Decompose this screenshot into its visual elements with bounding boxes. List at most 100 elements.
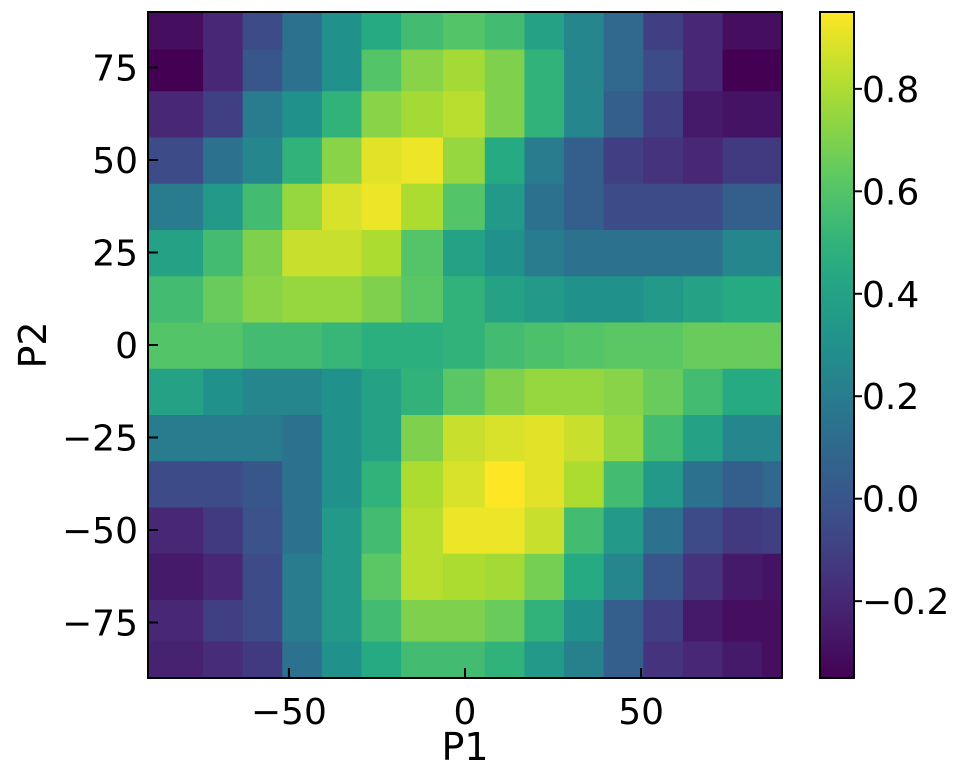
heatmap-cell: [603, 12, 644, 50]
heatmap-cell: [321, 275, 363, 323]
heatmap-cell: [603, 460, 644, 508]
heatmap-cells: [148, 12, 783, 679]
colorbar-tick-label: 0.0: [862, 480, 919, 521]
heatmap-cell: [682, 414, 724, 462]
heatmap-cell: [361, 414, 402, 462]
heatmap-cell: [762, 90, 783, 138]
x-axis-ticks: −50 0 50: [251, 668, 664, 733]
heatmap-cell: [442, 49, 486, 92]
heatmap-cell: [762, 12, 783, 50]
heatmap-cell: [442, 136, 486, 184]
heatmap-cell: [484, 229, 526, 277]
heatmap-cell: [401, 368, 444, 415]
heatmap-cell: [484, 49, 526, 92]
heatmap-cell: [401, 136, 444, 184]
heatmap-cell: [564, 12, 605, 50]
heatmap-cell: [442, 321, 486, 369]
heatmap-cell: [361, 321, 402, 369]
heatmap-cell: [484, 599, 526, 642]
heatmap-cell: [564, 553, 605, 600]
heatmap-cell: [484, 321, 526, 369]
heatmap-cell: [401, 599, 444, 642]
heatmap-cell: [321, 12, 363, 50]
heatmap-cell: [361, 460, 402, 508]
x-tick-label: 0: [454, 692, 477, 733]
y-tick-label: 25: [92, 234, 138, 275]
heatmap-cell: [722, 183, 763, 230]
heatmap-cell: [524, 90, 565, 138]
heatmap-cell: [321, 136, 363, 184]
heatmap-cell: [361, 275, 402, 323]
heatmap-cell: [524, 460, 565, 508]
heatmap-cell: [361, 368, 402, 415]
heatmap-cell: [282, 460, 323, 508]
heatmap-cell: [564, 641, 605, 679]
heatmap-cell: [484, 641, 526, 679]
colorbar-tick-label: 0.8: [862, 70, 919, 111]
x-axis-label: P1: [441, 725, 488, 769]
colorbar-tick-label: 0.4: [862, 275, 919, 316]
heatmap-cell: [524, 599, 565, 642]
heatmap-cell: [603, 136, 644, 184]
heatmap-cell: [524, 506, 565, 554]
heatmap-cell: [722, 12, 763, 50]
heatmap-cell: [282, 275, 323, 323]
heatmap-cell: [643, 183, 684, 230]
y-tick-label: 50: [92, 141, 138, 182]
heatmap-cell: [564, 599, 605, 642]
heatmap-cell: [242, 183, 283, 230]
heatmap-cell: [282, 12, 323, 50]
heatmap-cell: [442, 12, 486, 50]
heatmap-cell: [148, 183, 204, 230]
heatmap-cell: [762, 229, 783, 277]
heatmap-cell: [282, 599, 323, 642]
heatmap-cell: [361, 90, 402, 138]
heatmap-cell: [203, 553, 244, 600]
heatmap-cell: [722, 641, 763, 679]
heatmap-cell: [321, 553, 363, 600]
heatmap-cell: [643, 49, 684, 92]
heatmap-cell: [603, 506, 644, 554]
heatmap-cell: [762, 414, 783, 462]
y-tick-label: −75: [62, 604, 138, 645]
heatmap-cell: [484, 368, 526, 415]
heatmap-cell: [762, 460, 783, 508]
heatmap-cell: [442, 368, 486, 415]
heatmap-cell: [361, 641, 402, 679]
heatmap-cell: [722, 506, 763, 554]
heatmap-cell: [242, 136, 283, 184]
heatmap-cell: [321, 414, 363, 462]
heatmap-cell: [722, 414, 763, 462]
heatmap-cell: [603, 414, 644, 462]
heatmap-cell: [282, 506, 323, 554]
heatmap-cell: [603, 49, 644, 92]
heatmap-cell: [203, 506, 244, 554]
heatmap-cell: [682, 136, 724, 184]
heatmap-cell: [203, 414, 244, 462]
heatmap-cell: [762, 641, 783, 679]
heatmap-cell: [643, 321, 684, 369]
heatmap-cell: [722, 275, 763, 323]
heatmap-cell: [524, 641, 565, 679]
heatmap-cell: [603, 599, 644, 642]
heatmap-cell: [484, 553, 526, 600]
heatmap-cell: [361, 599, 402, 642]
heatmap-cell: [282, 321, 323, 369]
heatmap-cell: [361, 229, 402, 277]
heatmap-cell: [564, 90, 605, 138]
heatmap-cell: [762, 599, 783, 642]
heatmap-cell: [722, 368, 763, 415]
heatmap-cell: [564, 49, 605, 92]
heatmap-cell: [643, 12, 684, 50]
heatmap-cell: [484, 12, 526, 50]
heatmap-cell: [282, 183, 323, 230]
heatmap-cell: [564, 275, 605, 323]
heatmap-cell: [282, 229, 323, 277]
heatmap-cell: [148, 460, 204, 508]
colorbar-ticks: −0.2 0.0 0.2 0.4 0.6 0.8: [854, 70, 949, 623]
heatmap-cell: [762, 49, 783, 92]
heatmap-cell: [524, 368, 565, 415]
y-tick-label: 0: [115, 326, 138, 367]
heatmap-cell: [148, 553, 204, 600]
heatmap-cell: [524, 183, 565, 230]
